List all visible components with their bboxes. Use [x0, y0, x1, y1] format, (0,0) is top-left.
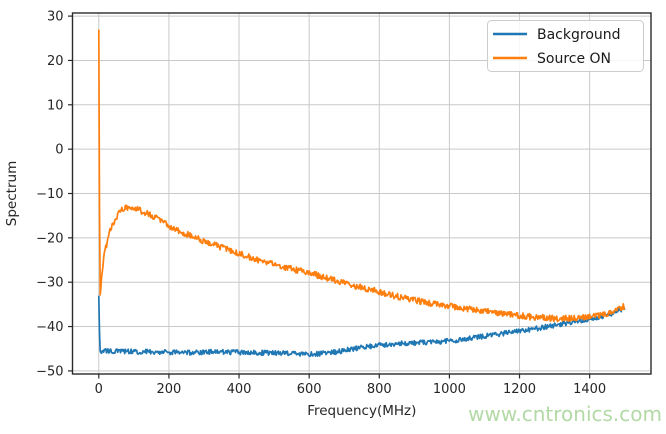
legend-label-source-on: Source ON — [537, 51, 611, 67]
y-tick-label: −30 — [36, 276, 63, 291]
y-tick-label: 0 — [55, 143, 63, 158]
x-tick-labels: 0 200 400 600 800 1000 1200 1400 — [95, 382, 607, 397]
y-tick-label: −20 — [36, 231, 63, 246]
legend: Background Source ON — [487, 20, 644, 72]
x-tick-label: 200 — [157, 382, 182, 397]
series-line-background — [97, 295, 626, 358]
plot-border — [71, 12, 652, 375]
y-tick-label: −50 — [36, 364, 63, 379]
series-lines — [97, 29, 626, 358]
x-tick-label: 1200 — [503, 382, 536, 397]
y-tick-labels: −50 −40 −30 −20 −10 0 10 20 30 — [36, 10, 63, 380]
x-tick-label: 400 — [227, 382, 252, 397]
x-tick-label: 800 — [367, 382, 392, 397]
x-tick-label: 0 — [95, 382, 103, 397]
x-tick-label: 1400 — [573, 382, 606, 397]
watermark: www.cntronics.com — [468, 402, 662, 426]
x-axis-label: Frequency(MHz) — [307, 403, 416, 419]
x-tick-label: 1000 — [433, 382, 466, 397]
grid-lines — [72, 13, 651, 374]
x-tick-label: 600 — [297, 382, 322, 397]
y-tick-label: 10 — [47, 98, 64, 113]
y-tick-label: 30 — [47, 10, 64, 25]
y-axis-label: Spectrum — [4, 161, 20, 226]
series-line-source-on — [97, 29, 626, 323]
y-tick-label: −10 — [36, 187, 63, 202]
legend-label-background: Background — [537, 27, 621, 43]
y-tick-label: 20 — [47, 54, 64, 69]
axis-tick-marks — [68, 15, 591, 379]
y-tick-label: −40 — [36, 320, 63, 335]
